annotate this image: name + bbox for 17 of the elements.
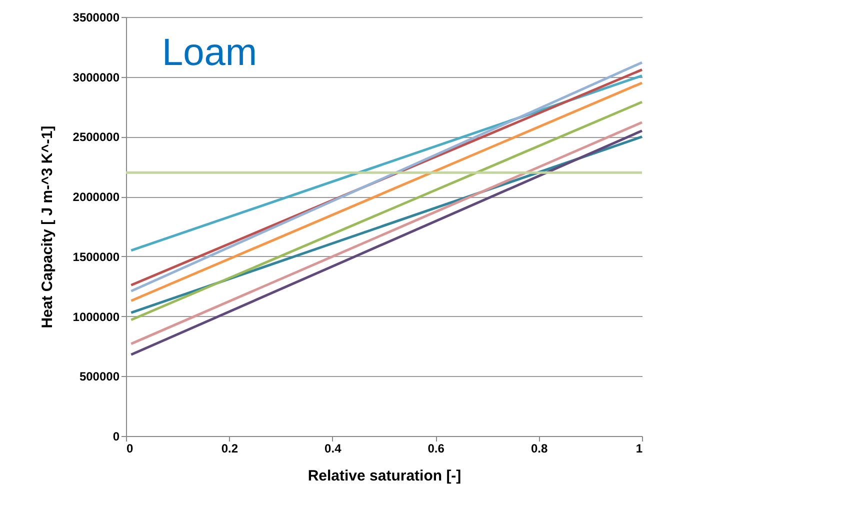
x-tick-label: 0.6 bbox=[428, 442, 445, 456]
x-tick-label: 0.4 bbox=[324, 442, 342, 456]
y-tick-label: 3500000 bbox=[72, 10, 120, 24]
y-axis-title: Heat Capacity [ J m-^3 K^-1] bbox=[38, 126, 56, 328]
y-tick-label: 0 bbox=[112, 430, 120, 444]
y-tick-label: 3000000 bbox=[72, 70, 120, 84]
y-tick-label: 1000000 bbox=[72, 310, 120, 324]
x-tick-label: 0.8 bbox=[530, 442, 548, 456]
y-tick-label: 2500000 bbox=[72, 130, 120, 144]
chart-title: Loam bbox=[162, 32, 258, 74]
x-tick-label: 0 bbox=[126, 442, 134, 456]
x-tick-label: 1 bbox=[636, 442, 643, 456]
y-tick-label: 500000 bbox=[79, 370, 120, 384]
y-tick-label: 1500000 bbox=[72, 250, 120, 264]
y-tick-label: 2000000 bbox=[72, 190, 120, 204]
x-tick-label: 0.2 bbox=[221, 442, 238, 456]
x-axis-title: Relative saturation [-] bbox=[308, 468, 462, 484]
